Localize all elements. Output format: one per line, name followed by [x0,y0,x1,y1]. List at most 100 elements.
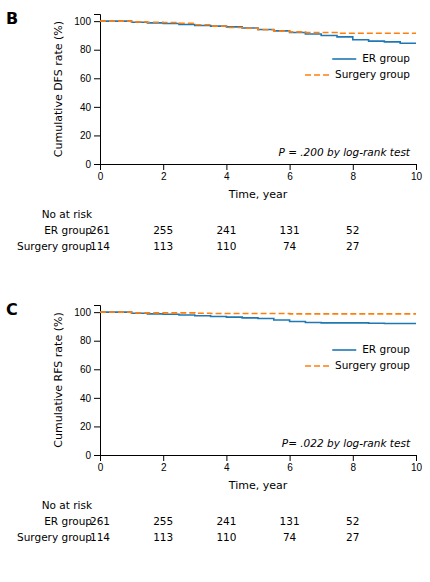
tick-label: 80 [80,44,92,55]
panel-label: B [6,9,18,28]
tick-label: 20 [80,421,92,432]
risk-value: 52 [346,515,359,527]
tick: 100 [74,16,100,27]
legend-label: Surgery group [335,359,410,371]
tick-mark [94,398,100,399]
panel: 0246810020406080100Cumulative DFS rate (… [6,9,422,252]
tick-mark [94,50,100,51]
tick: 40 [80,393,100,404]
panel-label: C [6,300,18,319]
tick-label: 80 [80,335,92,346]
tick-mark [94,107,100,108]
tick: 80 [80,44,100,55]
legend-item: Surgery group [305,68,410,80]
legend-swatch [305,365,329,367]
tick-label: 8 [351,462,357,473]
tick-mark [94,312,100,313]
km-line [100,312,416,314]
risk-row-label: ER group [44,515,92,527]
tick-label: 0 [98,462,104,473]
legend-label: ER group [362,52,410,64]
y-axis-label: Cumulative RFS rate (%) [52,312,65,447]
risk-value: 27 [346,240,359,252]
tick-label: 100 [74,16,91,27]
risk-value: 113 [153,240,173,252]
risk-table: No at riskER group26125524113152Surgery … [17,499,359,543]
tick-mark [94,341,100,342]
tick-label: 20 [80,130,92,141]
tick-label: 6 [287,462,293,473]
axis-line [94,15,101,165]
tick: 8 [351,455,357,473]
x-axis-label: Time, year [228,188,288,201]
tick: 6 [287,164,293,182]
tick: 8 [351,164,357,182]
tick-label: 4 [224,462,230,473]
risk-row-label: ER group [44,224,92,236]
risk-value: 27 [346,531,359,543]
tick: 60 [80,73,100,84]
tick-mark [94,455,100,456]
tick-label: 4 [224,171,230,182]
tick-mark [94,135,100,136]
tick: 2 [161,164,167,182]
tick-label: 10 [411,462,423,473]
tick: 4 [224,164,230,182]
tick-mark [94,426,100,427]
tick-label: 100 [74,307,91,318]
tick-mark [290,455,291,461]
tick: 0 [85,159,100,170]
tick-label: 0 [85,450,91,461]
tick: 0 [98,455,104,473]
tick: 100 [74,307,100,318]
tick-mark [226,455,227,461]
tick: 0 [85,450,100,461]
tick: 2 [161,455,167,473]
tick: 4 [224,455,230,473]
tick-label: 0 [98,171,104,182]
x-axis: 0 2 4 6 8 10 [98,455,423,473]
tick-mark [94,369,100,370]
legend-label: ER group [362,343,410,355]
legend-item: ER group [332,52,410,64]
risk-table: No at riskER group26125524113152Surgery … [17,208,359,252]
km-line [100,312,416,323]
risk-value: 110 [216,531,236,543]
risk-value: 52 [346,224,359,236]
tick-label: 6 [287,171,293,182]
legend: ER group Surgery group [305,52,410,80]
tick-mark [94,21,100,22]
axis-line [94,306,101,456]
tick-label: 10 [411,171,423,182]
km-line [100,21,416,33]
y-axis: 020406080100 [74,306,100,461]
risk-value: 113 [153,531,173,543]
risk-row-label: Surgery group [17,531,92,543]
risk-value: 114 [90,240,110,252]
legend: ER group Surgery group [305,343,410,371]
tick-mark [353,455,354,461]
risk-value: 131 [280,224,300,236]
tick-mark [416,455,417,461]
tick-mark [226,164,227,170]
y-axis-label: Cumulative DFS rate (%) [52,21,65,157]
tick: 10 [411,455,423,473]
risk-value: 74 [283,240,297,252]
tick-label: 40 [80,102,92,113]
legend-swatch [332,58,356,60]
risk-header: No at risk [42,208,93,220]
risk-value: 74 [283,531,297,543]
risk-value: 261 [90,224,110,236]
risk-value: 261 [90,515,110,527]
tick: 10 [411,164,423,182]
chart: 0246810020406080100Cumulative DFS rate (… [0,0,430,582]
axis-line [101,456,417,462]
risk-value: 241 [216,224,236,236]
risk-header: No at risk [42,499,93,511]
risk-row-label: Surgery group [17,240,92,252]
plot-area [100,21,416,43]
tick-mark [163,164,164,170]
tick: 6 [287,455,293,473]
legend-swatch [332,349,356,351]
tick: 80 [80,335,100,346]
